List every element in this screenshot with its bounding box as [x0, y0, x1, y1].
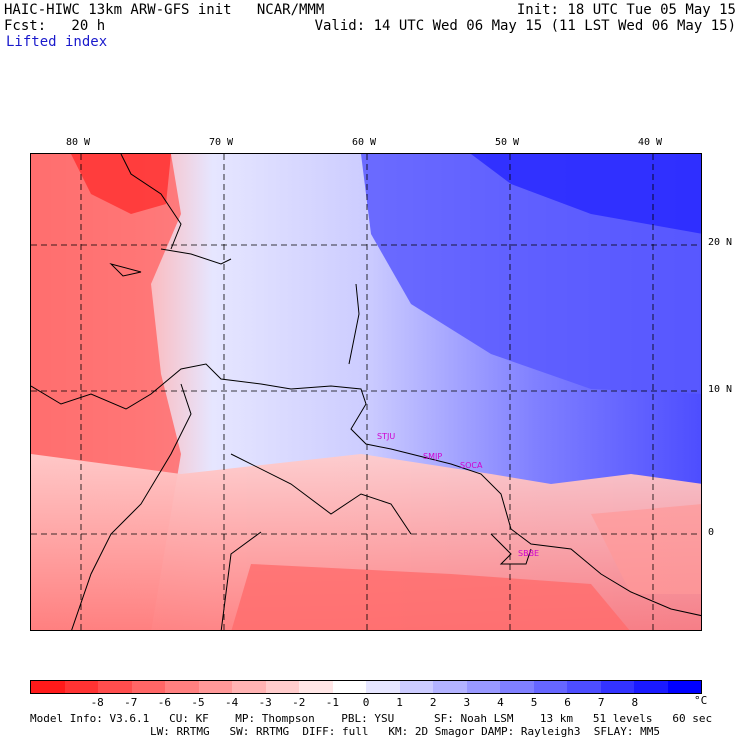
colorbar-tick-label: 0: [362, 696, 370, 709]
colorbar-swatch: [64, 681, 98, 693]
map-canvas: [31, 154, 701, 630]
colorbar-tick-label: -3: [258, 696, 272, 709]
lon-label-70w: 70 W: [209, 137, 234, 148]
colorbar-swatch: [299, 681, 333, 693]
colorbar-tick-label: 8: [631, 696, 639, 709]
colorbar-swatch: [667, 681, 701, 693]
lat-label-0: 0: [708, 527, 715, 538]
field-unstable-nw: [71, 154, 171, 214]
lon-label-50w: 50 W: [495, 137, 520, 148]
lon-label-60w: 60 W: [352, 137, 377, 148]
colorbar-swatch: [98, 681, 132, 693]
init-time: Init: 18 UTC Tue 05 May 15: [516, 2, 736, 18]
colorbar: [30, 680, 702, 694]
colorbar-tick-label: 4: [497, 696, 504, 709]
colorbar-swatch: [466, 681, 500, 693]
colorbar-swatch: [131, 681, 165, 693]
lon-label-40w: 40 W: [638, 137, 663, 148]
lat-label-20n: 20 N: [708, 237, 733, 248]
model-info: Model Info: V3.6.1 CU: KF MP: Thompson P…: [30, 712, 713, 725]
colorbar-tick-label: -6: [157, 696, 172, 709]
graticule: [31, 154, 701, 630]
colorbar-swatch: [600, 681, 634, 693]
colorbar-swatch: [31, 681, 65, 693]
field-very-stable: [471, 154, 701, 234]
colorbar-tick-label: -2: [292, 696, 306, 709]
lon-label-80w: 80 W: [66, 137, 91, 148]
colorbar-swatch: [332, 681, 366, 693]
colorbar-swatch: [366, 681, 400, 693]
colorbar-tick-label: 7: [597, 696, 605, 709]
station-label: SMJP: [423, 452, 443, 461]
colorbar-tick-label: 6: [564, 696, 571, 709]
colorbar-swatch: [500, 681, 534, 693]
station-label: STJU: [377, 432, 396, 441]
coastlines: [31, 154, 701, 630]
lifted-index-map: [30, 153, 702, 631]
model-title: HAIC-HIWC 13km ARW-GFS init NCAR/MMM: [4, 2, 325, 18]
colorbar-swatch: [265, 681, 299, 693]
colorbar-tick-label: -5: [191, 696, 205, 709]
colorbar-tick-label: 5: [530, 696, 538, 709]
colorbar-swatch: [433, 681, 467, 693]
colorbar-tick-label: -1: [325, 696, 340, 709]
lat-label-10n: 10 N: [708, 384, 733, 395]
field-name: Lifted index: [6, 34, 108, 50]
colorbar-swatch: [198, 681, 232, 693]
colorbar-tick-label: -4: [224, 696, 239, 709]
colorbar-swatch: [232, 681, 266, 693]
colorbar-swatch: [165, 681, 199, 693]
colorbar-swatch: [567, 681, 601, 693]
colorbar-tick-label: 1: [396, 696, 403, 709]
colorbar-tick-label: 3: [463, 696, 471, 709]
station-label: SOCA: [460, 461, 483, 470]
colorbar-swatch: [533, 681, 567, 693]
valid-time: Valid: 14 UTC Wed 06 May 15 (11 LST Wed …: [314, 18, 736, 34]
forecast-hour: Fcst: 20 h: [4, 18, 106, 34]
model-physics: LW: RRTMG SW: RRTMG DIFF: full KM: 2D Sm…: [150, 725, 660, 738]
colorbar-swatch: [634, 681, 668, 693]
colorbar-unit: °C: [694, 694, 708, 707]
colorbar-tick-label: -8: [90, 696, 104, 709]
colorbar-tick-label: 2: [429, 696, 437, 709]
station-label: SBBE: [518, 549, 540, 558]
colorbar-swatch: [399, 681, 433, 693]
field-unstable-sse: [231, 564, 630, 630]
colorbar-tick-label: -7: [124, 696, 138, 709]
